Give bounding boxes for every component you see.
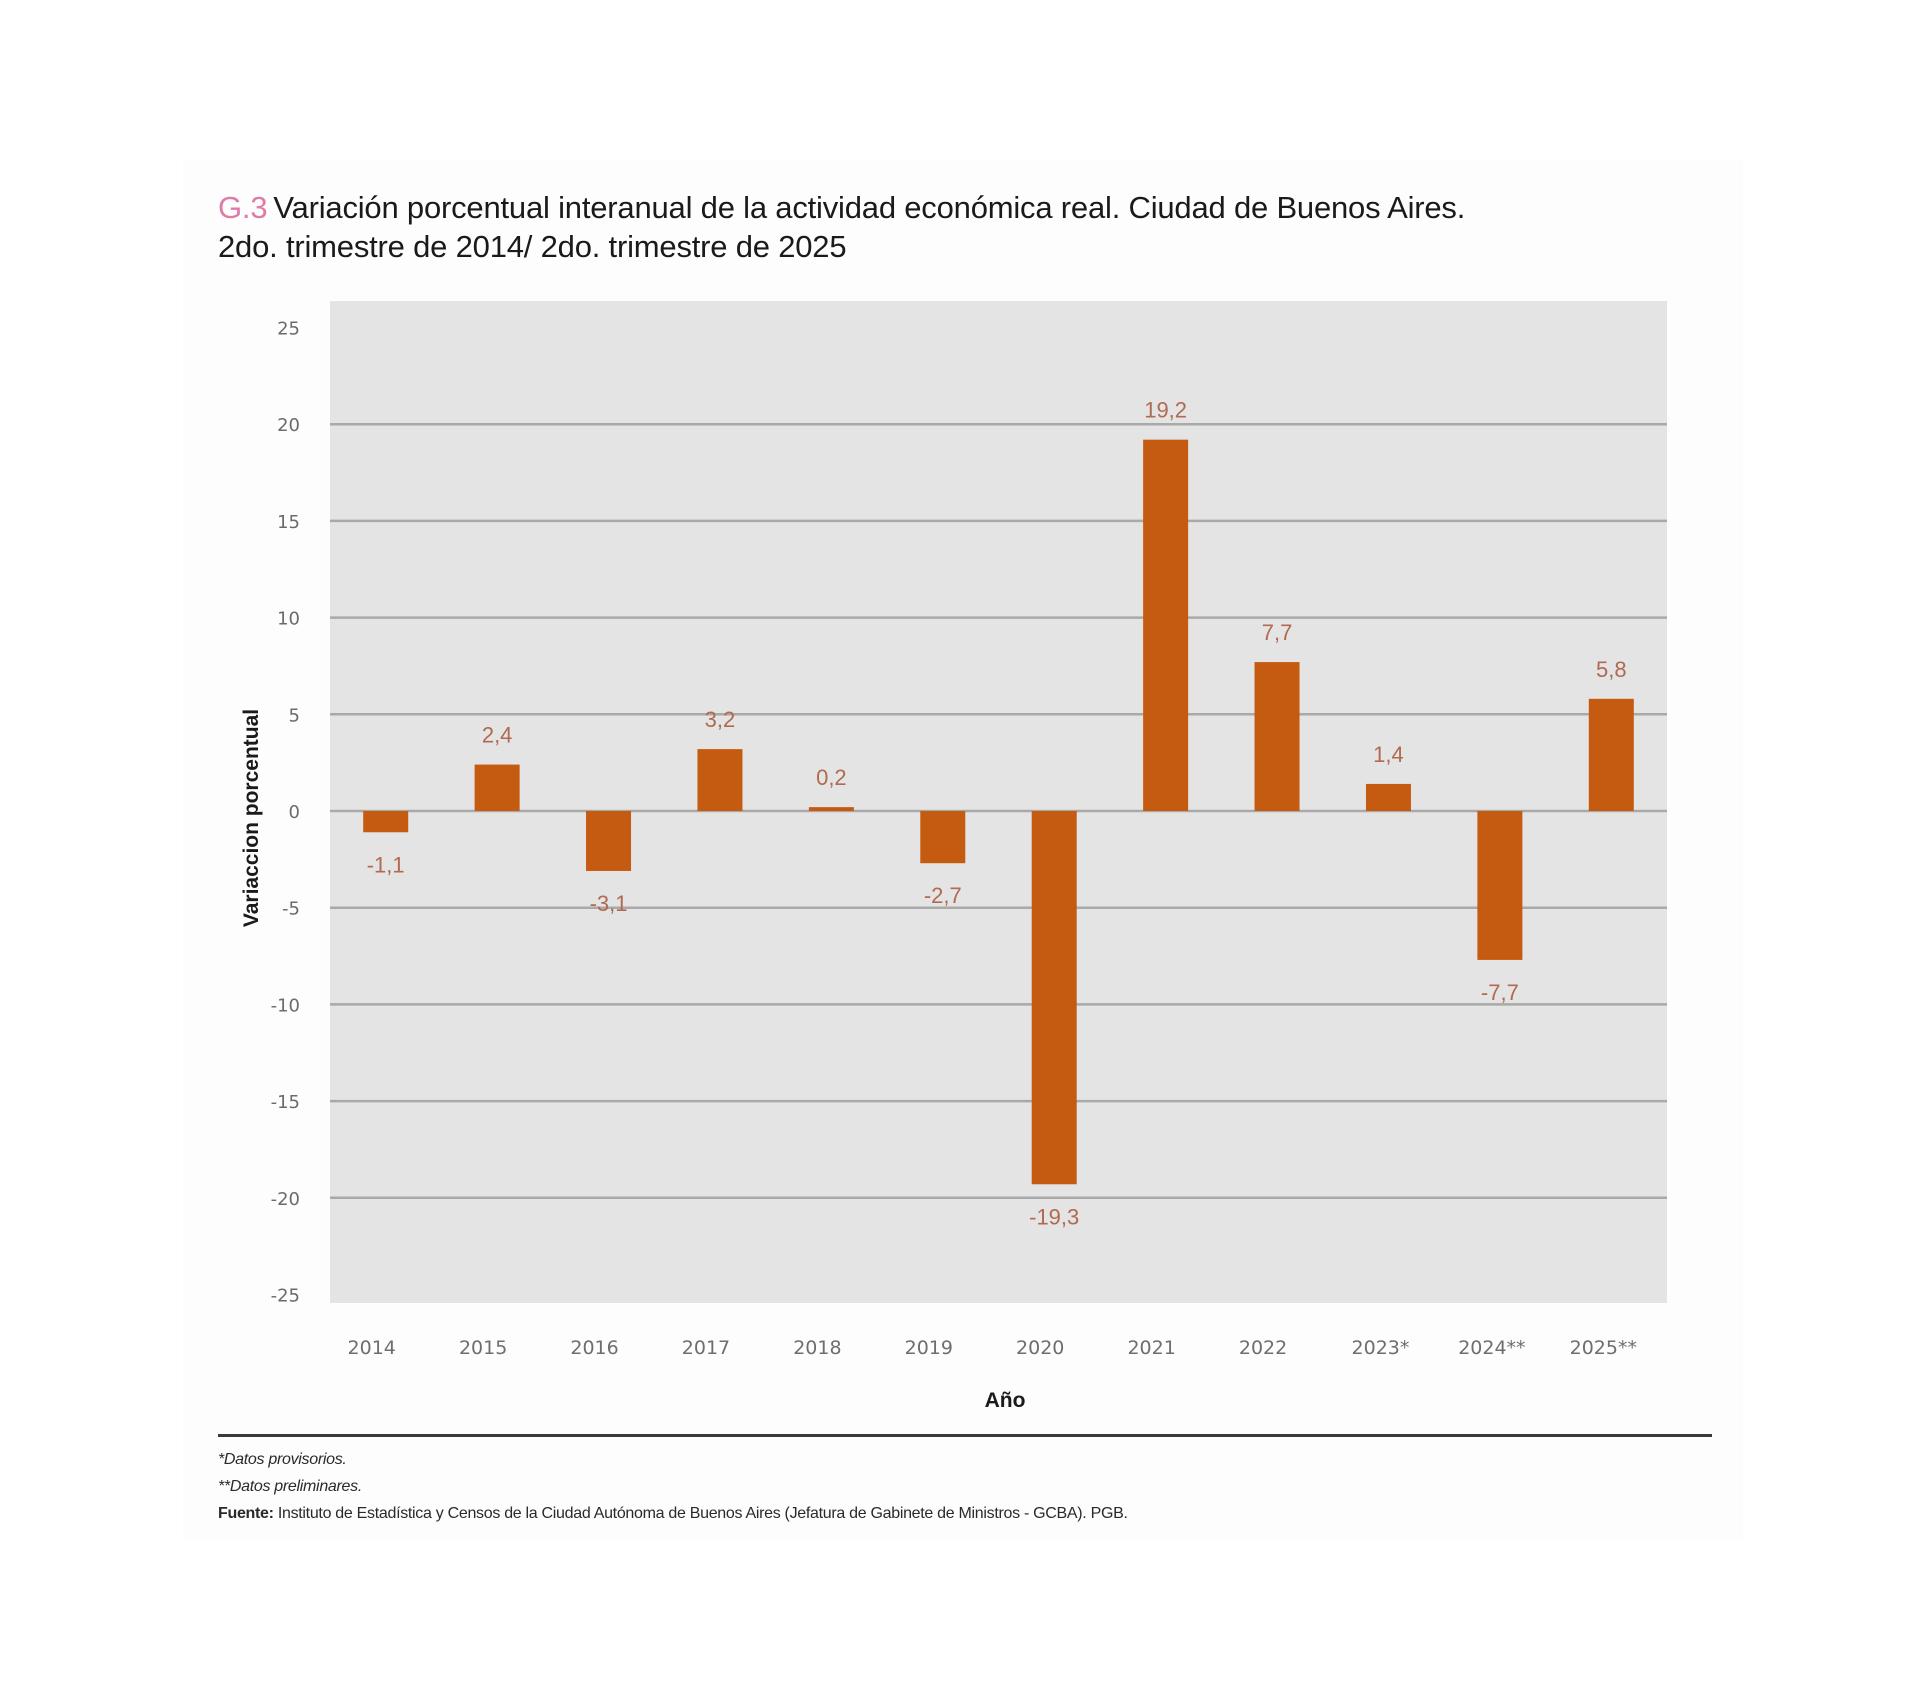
y-tick-label: -25 [271, 1286, 300, 1307]
bar-2018 [808, 807, 854, 811]
x-tick-label: 2022 [1239, 1337, 1287, 1359]
x-tick-label: 2014 [348, 1337, 396, 1359]
y-tick-label: 15 [277, 512, 300, 533]
bar-2014 [363, 811, 409, 833]
bar-2016 [586, 811, 632, 871]
data-label: 0,2 [816, 765, 847, 790]
source-label: Fuente: [218, 1505, 274, 1522]
x-tick-label: 2024** [1458, 1337, 1525, 1359]
x-axis-ticks: 2014 2015 2016 2017 2018 2019 2020 2021 2022 2023… [348, 1337, 1637, 1359]
y-tick-label: 25 [277, 319, 300, 340]
y-axis-title: Variaccion porcentual [240, 709, 263, 927]
source-note: Fuente: Instituto de Estadística y Censo… [218, 1500, 1128, 1527]
data-label: -3,1 [590, 891, 628, 916]
bar-2021 [1143, 439, 1189, 811]
x-tick-label: 2017 [682, 1337, 730, 1359]
x-tick-label: 2016 [570, 1337, 618, 1359]
y-tick-label: -5 [282, 899, 300, 920]
data-label: -1,1 [367, 852, 405, 877]
x-tick-label: 2023* [1352, 1337, 1410, 1359]
data-label: 3,2 [705, 707, 736, 732]
title-line-2: 2do. trimestre de 2014/ 2do. trimestre d… [218, 229, 847, 264]
y-tick-label: 0 [289, 802, 300, 823]
bar-2015 [474, 764, 520, 811]
source-text: Instituto de Estadística y Censos de la … [273, 1505, 1128, 1522]
bar-2019 [920, 811, 966, 864]
y-tick-label: -15 [271, 1092, 300, 1113]
bar-2025 [1588, 698, 1634, 811]
bars [363, 439, 1634, 1185]
x-tick-label: 2015 [459, 1337, 507, 1359]
data-label: -19,3 [1029, 1204, 1079, 1229]
x-axis-title: Año [985, 1389, 1026, 1412]
bar-2022 [1254, 662, 1300, 811]
plot-area [330, 301, 1667, 1303]
data-labels: -1,1 2,4 -3,1 3,2 0,2 -2,7 -19,3 19,2 7,7 1,4 -7,7… [367, 398, 1627, 1230]
gridlines [330, 422, 1667, 1200]
y-tick-label: -20 [271, 1189, 300, 1210]
x-tick-label: 2021 [1127, 1337, 1175, 1359]
footnote-preliminary: **Datos preliminares. [218, 1478, 362, 1495]
bar-2020 [1031, 811, 1077, 1185]
bar-2017 [697, 749, 743, 811]
footer-divider [218, 1434, 1712, 1437]
data-label: -2,7 [924, 883, 962, 908]
data-label: 7,7 [1262, 620, 1293, 645]
footnote-provisional: *Datos provisorios. [218, 1451, 347, 1468]
x-tick-label: 2018 [793, 1337, 841, 1359]
data-label: 2,4 [482, 723, 513, 748]
title-text: Variación porcentual interanual de la ac… [273, 190, 1466, 225]
data-label: 5,8 [1596, 657, 1627, 682]
data-label: 1,4 [1373, 742, 1404, 767]
x-tick-label: 2019 [905, 1337, 953, 1359]
y-tick-label: 10 [277, 609, 300, 630]
x-tick-label: 2020 [1016, 1337, 1064, 1359]
data-label: -7,7 [1481, 980, 1519, 1005]
y-tick-label: 20 [277, 415, 300, 436]
data-label: 19,2 [1144, 398, 1187, 423]
chart-code: G.3 [218, 190, 268, 225]
title-line-1: G.3 Variación porcentual interanual de la… [218, 188, 1678, 227]
x-tick-label: 2025** [1570, 1337, 1637, 1359]
footnotes: *Datos provisorios. **Datos preliminares… [218, 1446, 1128, 1527]
y-tick-label: -10 [271, 995, 300, 1016]
bar-2024 [1477, 811, 1523, 960]
y-tick-label: 5 [289, 705, 300, 726]
y-axis-ticks: 25 20 15 10 5 0 -5 -10 -15 -20 -25 [271, 319, 300, 1307]
bar-2023 [1365, 783, 1411, 811]
chart-title: G.3 Variación porcentual interanual de la… [218, 188, 1678, 266]
